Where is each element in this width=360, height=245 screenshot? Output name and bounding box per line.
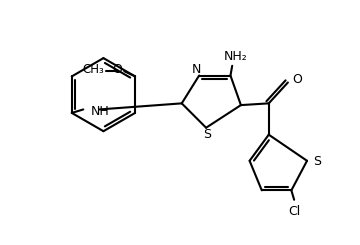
- Text: N: N: [192, 63, 201, 76]
- Text: O: O: [112, 63, 122, 76]
- Text: S: S: [203, 128, 211, 141]
- Text: NH: NH: [91, 105, 110, 118]
- Text: S: S: [313, 155, 321, 168]
- Text: Cl: Cl: [289, 205, 301, 218]
- Text: NH₂: NH₂: [224, 50, 248, 63]
- Text: CH₃: CH₃: [82, 63, 104, 76]
- Text: O: O: [292, 73, 302, 86]
